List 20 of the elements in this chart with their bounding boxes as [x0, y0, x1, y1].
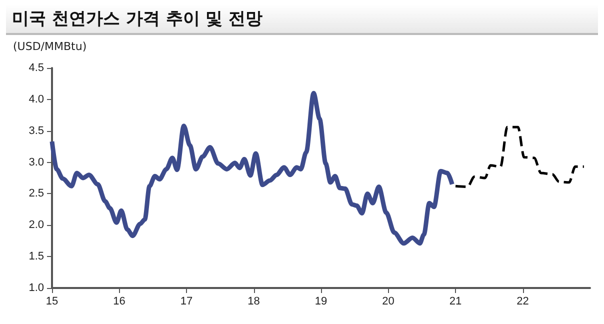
x-tick-label: 19	[314, 296, 328, 308]
y-tick-label: 2.5	[28, 188, 44, 200]
x-tick-label: 22	[516, 296, 529, 308]
y-tick-label: 3.5	[28, 124, 44, 137]
y-tick-label: 1.0	[28, 282, 44, 294]
x-tick-label: 21	[449, 296, 462, 308]
y-tick-label: 3.0	[28, 156, 44, 168]
x-tick-label: 15	[46, 296, 58, 308]
y-tick-label: 4.5	[28, 62, 44, 74]
x-tick-label: 18	[248, 296, 260, 308]
chart-title: 미국 천연가스 가격 추이 및 전망	[6, 4, 598, 35]
y-axis-title: (USD/MMBtu)	[13, 40, 87, 53]
y-tick-label: 2.0	[28, 219, 44, 232]
x-tick-label: 20	[382, 296, 394, 308]
line-series	[50, 90, 454, 246]
x-tick-label: 17	[180, 296, 193, 308]
y-tick-label: 1.5	[28, 250, 44, 263]
line-series	[454, 126, 586, 188]
x-tick-label: 16	[113, 296, 126, 308]
y-tick-label: 4.0	[28, 93, 44, 106]
